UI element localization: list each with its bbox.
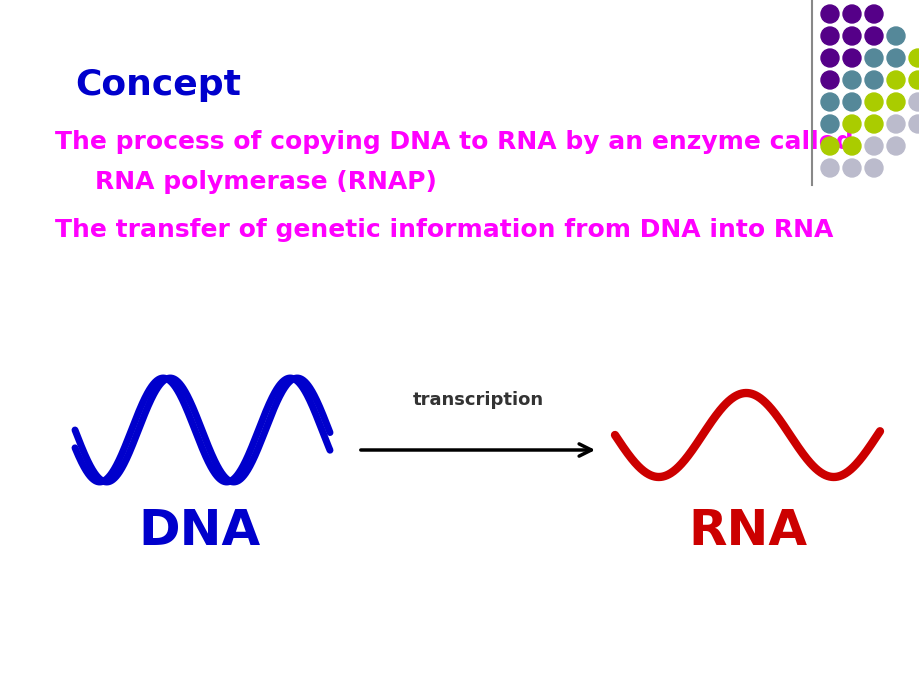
Circle shape bbox=[842, 115, 860, 133]
Circle shape bbox=[842, 5, 860, 23]
Circle shape bbox=[908, 93, 919, 111]
Circle shape bbox=[864, 5, 882, 23]
Circle shape bbox=[886, 27, 904, 45]
Circle shape bbox=[842, 93, 860, 111]
Text: transcription: transcription bbox=[412, 391, 543, 409]
Circle shape bbox=[842, 49, 860, 67]
Circle shape bbox=[886, 93, 904, 111]
Circle shape bbox=[886, 71, 904, 89]
Circle shape bbox=[864, 71, 882, 89]
Circle shape bbox=[820, 27, 838, 45]
Text: RNA polymerase (RNAP): RNA polymerase (RNAP) bbox=[95, 170, 437, 194]
Circle shape bbox=[820, 115, 838, 133]
Text: Concept: Concept bbox=[75, 68, 241, 102]
Circle shape bbox=[842, 137, 860, 155]
Circle shape bbox=[864, 137, 882, 155]
Circle shape bbox=[886, 49, 904, 67]
Circle shape bbox=[864, 93, 882, 111]
Circle shape bbox=[820, 159, 838, 177]
Circle shape bbox=[842, 71, 860, 89]
Circle shape bbox=[842, 159, 860, 177]
Circle shape bbox=[820, 93, 838, 111]
Text: RNA: RNA bbox=[687, 507, 807, 555]
Circle shape bbox=[842, 27, 860, 45]
Circle shape bbox=[820, 5, 838, 23]
Circle shape bbox=[908, 71, 919, 89]
Circle shape bbox=[820, 137, 838, 155]
Text: The process of copying DNA to RNA by an enzyme called: The process of copying DNA to RNA by an … bbox=[55, 130, 853, 154]
Circle shape bbox=[864, 115, 882, 133]
Circle shape bbox=[864, 159, 882, 177]
Text: The transfer of genetic information from DNA into RNA: The transfer of genetic information from… bbox=[55, 218, 833, 242]
Circle shape bbox=[864, 49, 882, 67]
Circle shape bbox=[908, 115, 919, 133]
Text: DNA: DNA bbox=[139, 507, 261, 555]
Circle shape bbox=[820, 71, 838, 89]
Circle shape bbox=[820, 49, 838, 67]
Circle shape bbox=[886, 137, 904, 155]
Circle shape bbox=[908, 49, 919, 67]
Circle shape bbox=[886, 115, 904, 133]
Circle shape bbox=[864, 27, 882, 45]
